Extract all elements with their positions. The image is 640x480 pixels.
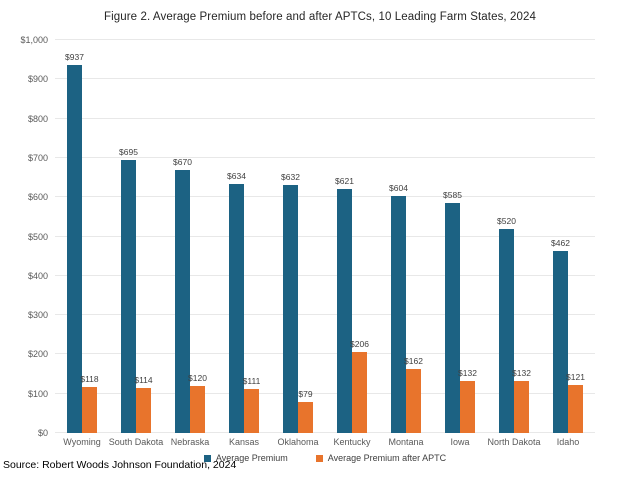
gridline [55,156,595,158]
legend-swatch-icon [203,454,211,462]
x-axis-tick: South Dakota [108,437,164,447]
x-axis-tick: North Dakota [487,437,541,447]
y-axis-tick: $800 [27,113,48,124]
y-axis-tick: $500 [27,231,48,242]
bar-premium [553,251,568,433]
gridline [55,274,595,276]
bar-group: $520 $132 [487,40,541,433]
bar-premium [175,169,190,433]
y-axis-tick: $700 [27,152,48,163]
bar-premium-after-aptc [244,389,259,433]
bar-group: $695 $114 [109,40,163,433]
legend-item: Average Premium [203,453,288,463]
chart-legend: Average Premium Average Premium after APT… [55,453,595,463]
bar-value-label: $120 [188,372,207,383]
y-axis-tick: $0 [37,428,48,438]
bar-premium-after-aptc [136,388,151,433]
bar-value-label: $585 [443,190,462,201]
bar-value-label: $162 [404,356,423,367]
chart-title: Figure 2. Average Premium before and aft… [103,11,537,23]
source-note: Source: Robert Woods Johnson Foundation,… [3,459,237,471]
bar-value-label: $632 [281,171,300,182]
bar-value-label: $670 [173,156,192,167]
bar-value-label: $79 [298,388,313,399]
gridline [55,353,595,355]
gridline [55,392,595,394]
y-axis-tick: $300 [27,310,48,321]
bar-value-label: $121 [566,372,585,383]
bar-group: $585 $132 [433,40,487,433]
bar-group: $604 $162 [379,40,433,433]
bar-premium [337,188,352,433]
x-axis-tick: Montana [388,437,424,447]
x-axis-tick: Iowa [450,437,470,447]
bar-premium [391,195,406,433]
gridline [55,196,595,198]
bar-value-label: $132 [458,368,477,379]
gridline [55,235,595,237]
x-axis-tick: Wyoming [63,437,101,447]
bar-value-label: $604 [389,182,408,193]
bar-value-label: $937 [65,51,84,62]
gridline [55,432,595,433]
gridline [55,39,595,40]
bar-premium-after-aptc [460,381,475,433]
y-axis-tick: $1,000 [20,35,48,45]
legend-swatch-icon [315,454,323,462]
bar-premium [283,184,298,433]
y-axis-tick: $200 [27,349,48,360]
legend-label: Average Premium after APTC [327,453,447,463]
bar-value-label: $132 [512,368,531,379]
bar-group: $632 $79 [271,40,325,433]
bar-group: $462 $121 [541,40,595,433]
bar-value-label: $634 [227,170,246,181]
bar-value-label: $695 [119,146,138,157]
bar-group: $937 $118 [55,40,109,433]
y-axis-tick: $400 [27,270,48,281]
bar-premium [445,203,460,433]
bar-value-label: $462 [551,238,570,249]
gridline [55,78,595,80]
bar-premium-after-aptc [568,385,583,433]
bar-value-label: $111 [242,376,261,387]
bar-premium [499,228,514,433]
y-axis-tick: $100 [27,388,48,399]
x-axis-tick: Kansas [228,437,260,447]
bar-group: $634 $111 [217,40,271,433]
y-axis-tick: $600 [27,192,48,203]
bar-value-label: $206 [350,339,369,350]
bar-premium-after-aptc [190,385,205,433]
bar-group: $621 $206 [325,40,379,433]
x-axis-tick: Idaho [556,437,580,447]
bar-value-label: $621 [335,175,354,186]
bar-premium [121,159,136,433]
x-axis-tick: Kentucky [333,437,371,447]
legend-label: Average Premium [215,453,288,463]
y-axis-tick: $900 [27,74,48,85]
gridline [55,117,595,119]
bar-premium [229,183,244,433]
bar-premium-after-aptc [406,369,421,433]
legend-item: Average Premium after APTC [315,453,447,463]
bar-value-label: $114 [134,375,153,386]
bar-premium-after-aptc [352,352,367,433]
gridline [55,314,595,316]
bar-group: $670 $120 [163,40,217,433]
bar-premium-after-aptc [82,386,97,433]
bar-premium [67,64,82,433]
x-axis-tick: Oklahoma [277,437,319,447]
bar-premium-after-aptc [298,401,313,433]
bar-premium-after-aptc [514,381,529,433]
x-axis-tick: Nebraska [170,437,210,447]
bar-value-label: $520 [497,215,516,226]
plot-area: $937 $118 $695 $114 $670 $120 $634 $111 $632 $79 $… [55,39,595,433]
bar-value-label: $118 [80,373,99,384]
